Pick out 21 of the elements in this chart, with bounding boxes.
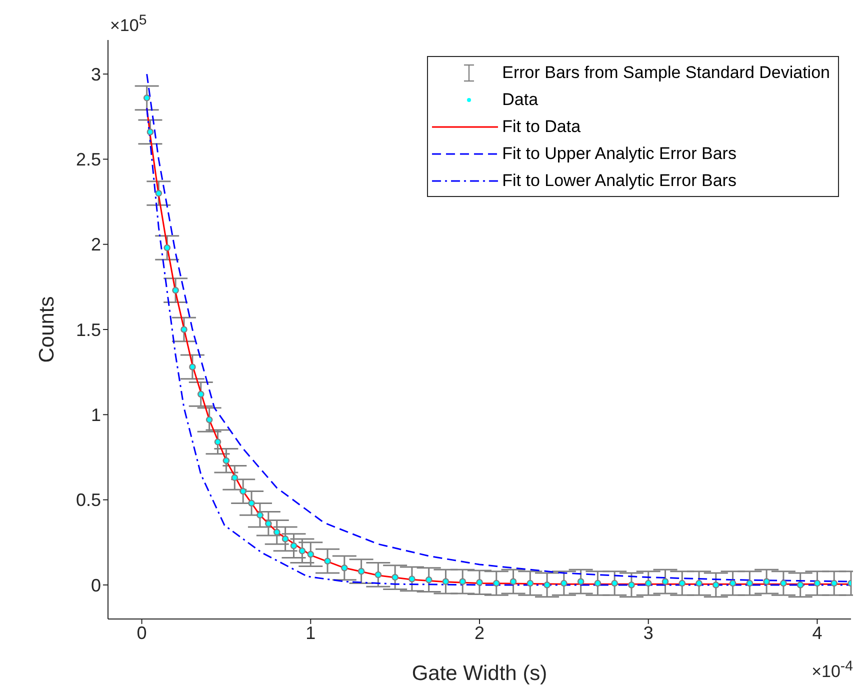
legend-label: Fit to Data	[502, 116, 581, 136]
legend-label: Data	[502, 90, 538, 110]
x-tick-label: 2	[474, 622, 485, 643]
text: ×10$^{5}$	[110, 12, 147, 35]
legend-label: Fit to Lower Analytic Error Bars	[502, 170, 736, 190]
text: ×10$^{-4}$	[812, 658, 853, 681]
y-tick-label: 0	[90, 575, 101, 596]
x-tick-label: 4	[812, 622, 822, 643]
y-tick-label: 2	[90, 234, 101, 255]
legend-label: Fit to Upper Analytic Error Bars	[502, 144, 736, 164]
x-tick-label: 3	[643, 622, 654, 643]
x-axis-title: Gate Width (s)	[412, 662, 548, 685]
y-tick-label: 0.5	[76, 490, 101, 510]
y-axis-title: Counts	[35, 296, 58, 363]
y-tick-label: 1.5	[76, 320, 101, 340]
x-tick-label: 0	[136, 622, 147, 643]
y-tick-label: 2.5	[76, 150, 101, 170]
legend-label: Error Bars from Sample Standard Deviation	[502, 62, 830, 82]
x-tick-label: 1	[306, 622, 316, 643]
y-tick-label: 3	[90, 64, 101, 84]
y-tick-label: 1	[90, 405, 101, 426]
